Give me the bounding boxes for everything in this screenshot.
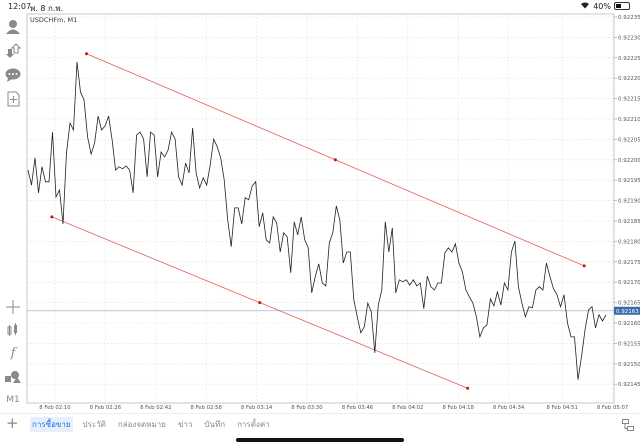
y-tick-label: 0.92160 (618, 321, 640, 327)
y-tick-label: 0.92205 (618, 137, 640, 143)
trendline-handle[interactable] (258, 301, 262, 305)
x-tick-label: 8 Feb 02:10 (39, 405, 71, 411)
tab-5[interactable]: การตั้งค่า (237, 420, 270, 429)
y-tick-label: 0.92195 (618, 178, 640, 184)
trade-arrows-icon[interactable] (3, 41, 23, 61)
y-tick-label: 0.92170 (618, 280, 640, 286)
x-tick-label: 8 Feb 04:02 (392, 405, 423, 411)
x-tick-label: 8 Feb 03:46 (342, 405, 374, 411)
add-icon[interactable]: + (6, 414, 19, 432)
y-tick-label: 0.92185 (618, 219, 640, 225)
trendline-handle[interactable] (85, 52, 88, 56)
trendline-handle[interactable] (333, 158, 337, 162)
y-tick-label: 0.92200 (618, 158, 640, 164)
wifi-icon (580, 1, 590, 11)
tab-0[interactable]: การซื้อขาย (30, 417, 73, 432)
y-tick-label: 0.92225 (618, 56, 640, 62)
price-chart[interactable]: USDCHFm, M1 0.92235 0.92230 0.92225 0.92220… (0, 0, 640, 413)
x-tick-label: 8 Feb 04:51 (546, 405, 577, 411)
y-tick-label: 0.92210 (618, 117, 640, 123)
current-price-marker (614, 306, 640, 315)
battery-percent: 40% (593, 1, 611, 11)
tab-2[interactable]: กล่องจดหมาย (117, 420, 166, 429)
x-tick-label: 8 Feb 03:30 (291, 405, 323, 411)
x-tick-label: 8 Feb 05:07 (597, 405, 628, 411)
crosshair-icon[interactable] (3, 297, 23, 317)
function-icon[interactable]: f (10, 345, 16, 361)
tab-3[interactable]: ข่าว (177, 420, 193, 429)
y-tick-label: 0.92165 (618, 301, 640, 307)
tab-4[interactable]: บันทึก (204, 420, 226, 429)
objects-icon[interactable] (3, 367, 23, 387)
home-indicator (236, 438, 404, 442)
trendlines (50, 52, 586, 390)
bottom-tab-bar: + การซื้อขาย ประวัติ กล่องจดหมาย ข่าว บันทึก… (0, 413, 640, 432)
y-tick-label: 0.92215 (618, 97, 640, 103)
y-tick-label: 0.92235 (618, 15, 640, 21)
status-date: พ. 8 ก.พ. (30, 4, 64, 13)
chart-title: USDCHFm, M1 (30, 16, 77, 24)
y-tick-label: 0.92145 (618, 382, 640, 388)
y-tick-label: 0.92220 (618, 76, 640, 82)
y-tick-label: 0.92175 (618, 260, 640, 266)
price-axis: 0.92235 0.92230 0.92225 0.92220 0.92215 0.922… (614, 15, 640, 388)
indicators-icon[interactable] (3, 320, 23, 340)
tab-1[interactable]: ประวัติ (82, 420, 106, 429)
x-tick-label: 8 Feb 02:26 (90, 405, 122, 411)
account-icon[interactable] (3, 17, 23, 37)
price-line (27, 61, 607, 380)
trendline-handle[interactable] (466, 386, 470, 390)
time-axis: 8 Feb 02:10 8 Feb 02:26 8 Feb 02:42 8 Feb 0… (39, 405, 628, 411)
trendline-handle[interactable] (50, 215, 54, 219)
battery-icon (614, 2, 630, 10)
y-tick-label: 0.92190 (618, 199, 640, 205)
y-tick-label: 0.92230 (618, 35, 640, 41)
new-document-icon[interactable] (3, 89, 23, 109)
y-tick-label: 0.92180 (618, 239, 640, 245)
chat-icon[interactable] (3, 65, 23, 85)
y-tick-label: 0.92155 (618, 341, 640, 347)
x-tick-label: 8 Feb 04:18 (443, 405, 475, 411)
layout-icon[interactable] (622, 416, 634, 431)
x-tick-label: 8 Feb 03:14 (241, 405, 273, 411)
timeframe-button[interactable]: M1 (6, 395, 20, 405)
trendline-handle[interactable] (582, 264, 586, 268)
tabs: การซื้อขาย ประวัติ กล่องจดหมาย ข่าว บันทึก กา… (30, 417, 272, 432)
status-bar: 12:07 พ. 8 ก.พ. 40% (0, 0, 640, 13)
x-tick-label: 8 Feb 02:58 (191, 405, 223, 411)
y-tick-label: 0.92150 (618, 362, 640, 368)
x-tick-label: 8 Feb 02:42 (140, 405, 171, 411)
x-tick-label: 8 Feb 04:34 (493, 405, 525, 411)
current-price-label: 0.92163 (616, 309, 639, 315)
left-toolbar: f M1 (0, 14, 26, 410)
status-time: 12:07 (8, 2, 32, 11)
chart-frame (26, 13, 615, 404)
chart-grid (27, 14, 614, 403)
